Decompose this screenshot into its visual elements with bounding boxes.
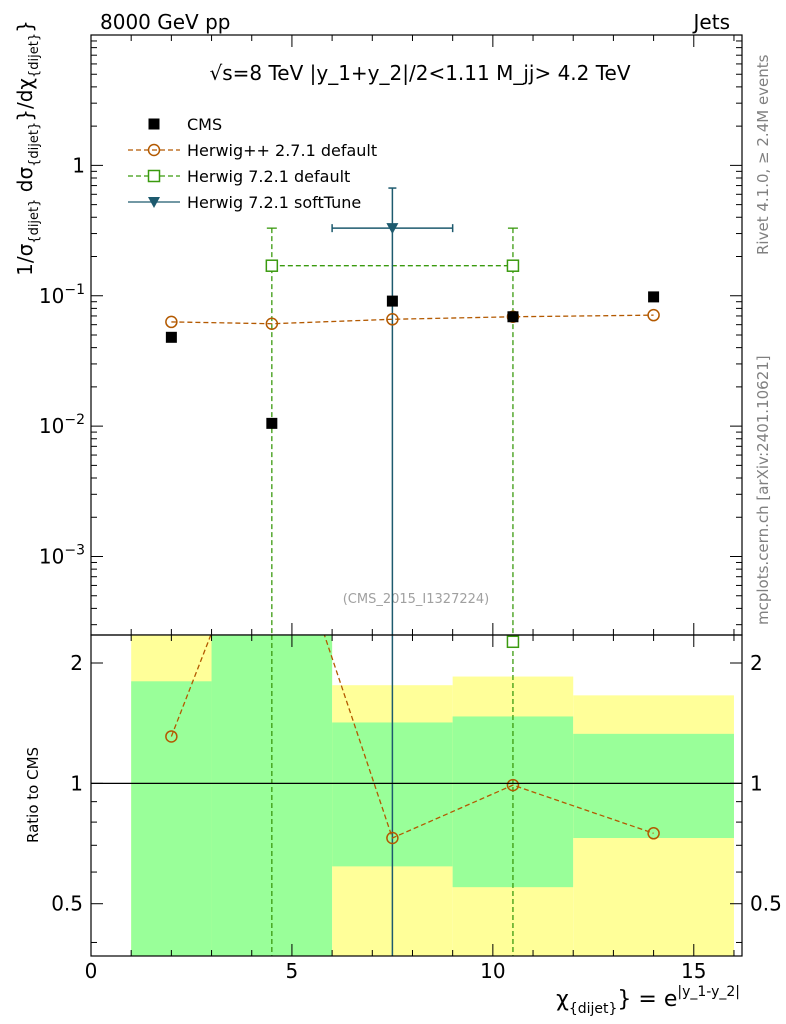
- main-panel: √s=8 TeV |y_1+y_2|/2<1.11 M_jj> 4.2 TeV …: [39, 34, 743, 636]
- header-left-label: 8000 GeV pp: [100, 10, 231, 34]
- analysis-tag: (CMS_2015_I1327224): [343, 592, 490, 607]
- uncertainty-bands: [131, 635, 734, 956]
- green-band-4: [573, 733, 734, 839]
- ratio-y-tick-label-right: 0.5: [750, 892, 782, 916]
- y-axis-label-main: 1/σ{dijet} dσ{dijet}}/dχ{dijet}}: [13, 20, 42, 276]
- main-plot-area: [91, 35, 742, 635]
- main-y-tick-label: 1: [72, 153, 85, 177]
- ratio-frame: [90, 634, 743, 957]
- legend-marker-1: [147, 143, 161, 157]
- cms-point: [507, 311, 519, 323]
- plot-title: √s=8 TeV |y_1+y_2|/2<1.11 M_jj> 4.2 TeV: [209, 61, 630, 85]
- cms-point: [165, 331, 177, 343]
- ratio-axes: 0 5 10 15 2 2 1 1 0.5 0.5: [51, 634, 782, 983]
- legend-marker-0: [148, 118, 160, 130]
- rivet-version-label: Rivet 4.1.0, ≥ 2.4M events: [754, 54, 772, 256]
- herwig7-default-point: [506, 259, 520, 272]
- legend-label-3: Herwig 7.2.1 softTune: [187, 193, 361, 212]
- legend-label-0: CMS: [187, 115, 222, 134]
- cms-point: [648, 291, 660, 303]
- green-band-0: [131, 681, 212, 956]
- main-y-tick-label: 10−2: [39, 412, 85, 438]
- x-tick-label: 10: [480, 959, 505, 983]
- ratio-y-tick-label-right: 1: [750, 771, 763, 795]
- ratio-y-tick-label-right: 2: [750, 651, 763, 675]
- herwigpp-point: [386, 313, 399, 326]
- herwigpp-point: [165, 315, 178, 329]
- x-tick-label: 0: [85, 959, 98, 983]
- mcplots-label: mcplots.cern.ch [arXiv:2401.10621]: [754, 355, 772, 625]
- main-axes: 1 10−1 10−2 10−3: [39, 34, 743, 636]
- main-series: [165, 187, 660, 635]
- legend: CMS Herwig++ 2.7.1 default Herwig 7.2.1 de…: [128, 115, 377, 212]
- ratio-series: [91, 635, 742, 956]
- herwigpp-point: [647, 308, 660, 322]
- legend-marker-2: [147, 169, 161, 183]
- green-band-3: [452, 716, 574, 888]
- x-axis-label: χ{dijet}} = e|y_1-y_2|: [556, 984, 740, 1017]
- cms-point: [266, 417, 278, 429]
- ratio-y-tick-label-left: 2: [70, 651, 83, 675]
- herwig7-default-point: [265, 259, 279, 272]
- ratio-y-tick-label-left: 0.5: [51, 892, 83, 916]
- herwigpp-ratio-line: [170, 635, 654, 839]
- cms-point: [386, 295, 398, 307]
- herwigpp-ratio-point: [386, 831, 399, 845]
- main-y-tick-label: 10−1: [39, 282, 85, 308]
- legend-marker-3: [148, 197, 160, 208]
- main-y-tick-label: 10−3: [39, 543, 85, 569]
- x-tick-label: 15: [681, 959, 706, 983]
- ratio-y-tick-label-left: 1: [70, 771, 83, 795]
- legend-label-2: Herwig 7.2.1 default: [187, 167, 350, 186]
- herwigpp-point: [265, 317, 279, 330]
- herwigpp-ratio-point: [165, 730, 178, 743]
- herwigpp-line: [171, 314, 654, 325]
- legend-label-1: Herwig++ 2.7.1 default: [187, 141, 377, 160]
- x-tick-label: 5: [286, 959, 299, 983]
- header-right-label: Jets: [692, 10, 730, 34]
- softtune-point: [386, 223, 399, 235]
- herwigpp-ratio-point: [647, 827, 660, 840]
- herwig7-default-ratio-point: [506, 635, 520, 649]
- herwigpp-ratio-point: [506, 778, 520, 792]
- ratio-panel: 0 5 10 15 2 2 1 1 0.5 0.5: [51, 634, 782, 983]
- y-axis-label-ratio: Ratio to CMS: [24, 747, 42, 843]
